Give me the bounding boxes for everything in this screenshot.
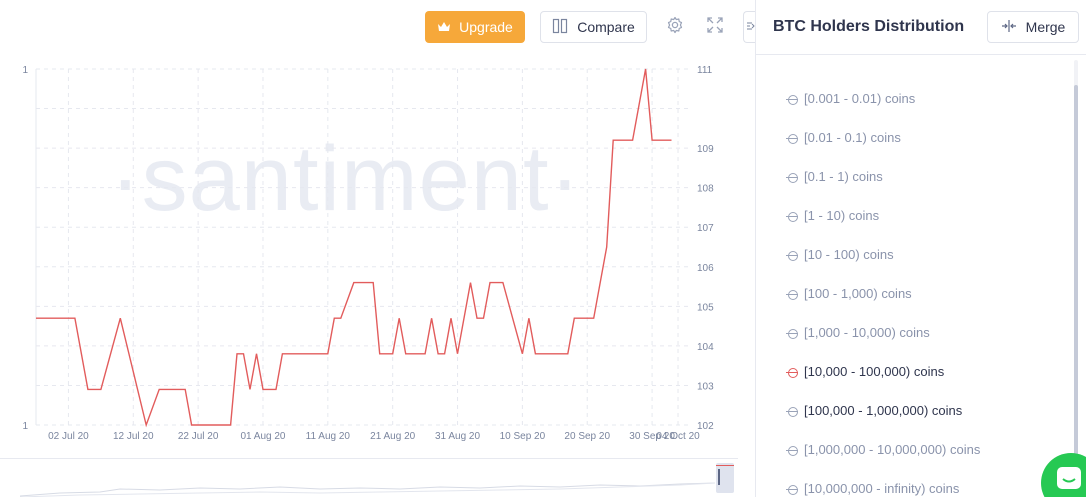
right-axis-label: 111: [697, 65, 713, 76]
metric-line-icon: [786, 249, 798, 261]
metric-line-icon: [786, 483, 798, 495]
metric-label: [0.1 - 1) coins: [804, 169, 883, 184]
metric-label: [10,000 - 100,000) coins: [804, 364, 945, 379]
right-axis-label: 105: [697, 302, 714, 313]
right-axis-label: 109: [697, 144, 714, 155]
x-tick-label: 22 Jul 20: [178, 431, 219, 442]
metric-item[interactable]: [10 - 100) coins: [786, 235, 1066, 274]
x-tick-label: 12 Jul 20: [113, 431, 154, 442]
metric-list: [0.001 - 0.01) coins [0.01 - 0.1) coins [0…: [786, 79, 1066, 497]
metric-label: [1,000,000 - 10,000,000) coins: [804, 442, 981, 457]
metric-item[interactable]: [1,000,000 - 10,000,000) coins: [786, 430, 1066, 469]
chart-series: [35, 68, 672, 428]
metric-item[interactable]: [0.01 - 0.1) coins: [786, 118, 1066, 157]
metric-item[interactable]: [10,000 - 100,000) coins: [786, 352, 1066, 391]
merge-icon: [1001, 19, 1017, 36]
metric-label: [10 - 100) coins: [804, 247, 894, 262]
metric-label: [1,000 - 10,000) coins: [804, 325, 930, 340]
metric-label: [0.01 - 0.1) coins: [804, 130, 901, 145]
crown-icon: [437, 19, 451, 35]
gear-icon: [666, 16, 684, 39]
compare-label: Compare: [577, 19, 635, 35]
right-axis-label: 102: [697, 421, 714, 432]
santiment-watermark: ·santiment·: [110, 128, 581, 230]
x-tick-label: 02 Jul 20: [48, 431, 89, 442]
x-tick-label: 10 Sep 20: [500, 431, 546, 442]
chat-icon: [1055, 465, 1083, 497]
metric-line-icon: [786, 366, 798, 378]
x-tick-label: 21 Aug 20: [370, 431, 415, 442]
metric-item[interactable]: [100,000 - 1,000,000) coins: [786, 391, 1066, 430]
metric-label: [10,000,000 - infinity) coins: [804, 481, 960, 496]
metric-line-icon: [786, 327, 798, 339]
scrollbar-thumb[interactable]: [1074, 85, 1078, 497]
metric-item[interactable]: [10,000,000 - infinity) coins: [786, 469, 1066, 497]
navigator-handle[interactable]: [716, 463, 734, 493]
x-tick-label: 04 Oct 20: [656, 431, 700, 442]
fullscreen-button[interactable]: [705, 16, 725, 39]
right-axis-label: 104: [697, 342, 714, 353]
metric-item[interactable]: [0.1 - 1) coins: [786, 157, 1066, 196]
settings-button[interactable]: [665, 16, 685, 39]
metric-label: [0.001 - 0.01) coins: [804, 91, 916, 106]
merge-button[interactable]: Merge: [987, 11, 1079, 43]
metric-line-icon: [786, 171, 798, 183]
btc-holders-chart: ·santiment· 02 Jul 20 12 Jul 20 22 Jul 20 0…: [22, 65, 714, 442]
sidebar-divider: [756, 54, 1086, 55]
x-tick-label: 30 Sep 20: [629, 431, 675, 442]
compare-icon: [552, 18, 568, 37]
x-tick-label: 31 Aug 20: [435, 431, 480, 442]
merge-label: Merge: [1025, 19, 1066, 35]
metric-label: [100,000 - 1,000,000) coins: [804, 403, 963, 418]
navigator-graph: [19, 482, 716, 497]
collapse-sidebar-button[interactable]: [743, 11, 757, 43]
metric-line-icon: [786, 210, 798, 222]
metric-item[interactable]: [0.001 - 0.01) coins: [786, 79, 1066, 118]
metric-label: [100 - 1,000) coins: [804, 286, 912, 301]
chart-axes: 02 Jul 20 12 Jul 20 22 Jul 20 01 Aug 20 11 A…: [22, 65, 714, 442]
series-line: [36, 68, 672, 428]
metric-line-icon: [786, 444, 798, 456]
expand-icon: [706, 16, 724, 39]
right-axis-label: 106: [697, 263, 714, 274]
metrics-sidebar: BTC Holders Distribution Merge [0.001 - …: [755, 0, 1086, 497]
metric-item[interactable]: [100 - 1,000) coins: [786, 274, 1066, 313]
sidebar-title: BTC Holders Distribution: [773, 18, 965, 35]
right-axis-label: 107: [697, 223, 714, 234]
metric-line-icon: [786, 405, 798, 417]
collapse-icon: [746, 21, 756, 34]
compare-button[interactable]: Compare: [540, 11, 647, 43]
left-axis-label: 1: [22, 65, 28, 76]
chart-navigator[interactable]: [0, 458, 738, 497]
metric-line-icon: [786, 288, 798, 300]
metric-item[interactable]: [1 - 10) coins: [786, 196, 1066, 235]
right-axis-label: 103: [697, 381, 714, 392]
metric-line-icon: [786, 93, 798, 105]
upgrade-label: Upgrade: [459, 19, 513, 35]
left-axis-label: 1: [22, 421, 28, 432]
metric-line-icon: [786, 132, 798, 144]
x-tick-label: 11 Aug 20: [306, 431, 351, 442]
right-axis-label: 108: [697, 184, 714, 195]
metric-item[interactable]: [1,000 - 10,000) coins: [786, 313, 1066, 352]
upgrade-button[interactable]: Upgrade: [425, 11, 525, 43]
chart-grid: [36, 68, 691, 426]
metric-label: [1 - 10) coins: [804, 208, 880, 223]
x-tick-label: 20 Sep 20: [564, 431, 610, 442]
sidebar-scrollbar[interactable]: [1074, 60, 1078, 497]
x-tick-label: 01 Aug 20: [240, 431, 285, 442]
